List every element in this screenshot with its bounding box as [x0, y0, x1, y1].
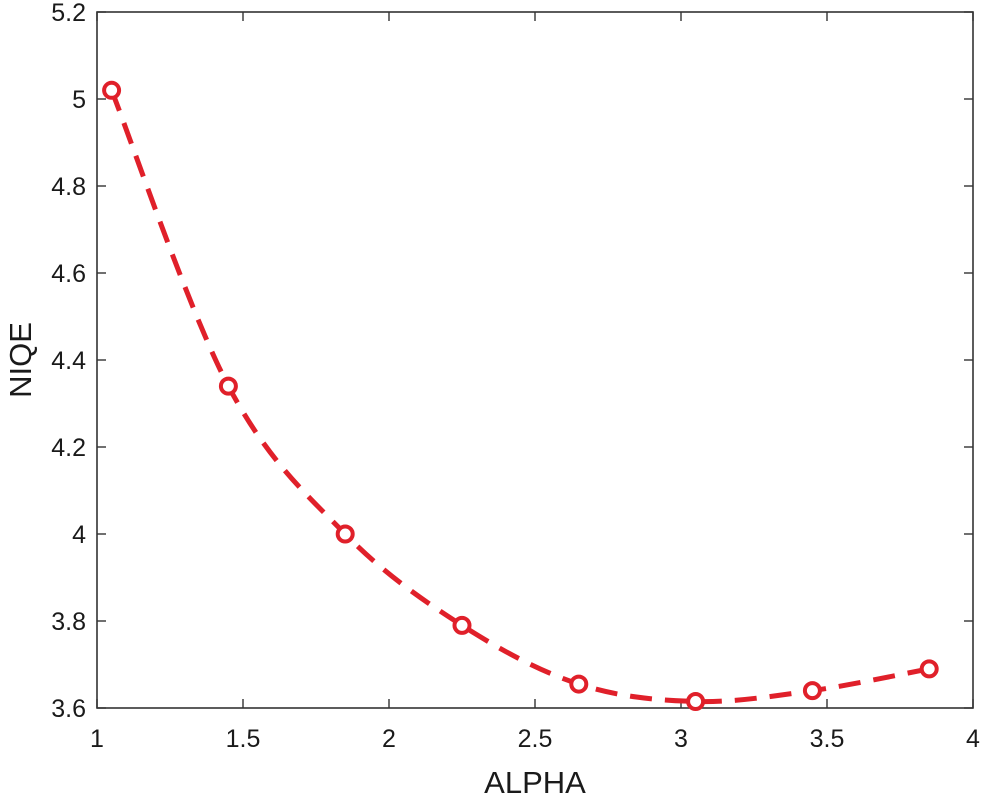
x-tick-label: 3.5: [810, 725, 845, 753]
y-tick-label: 5.2: [51, 0, 86, 27]
y-axis-label: NIQE: [3, 322, 38, 398]
y-tick-label: 4: [72, 521, 86, 549]
x-tick-label: 4: [966, 725, 980, 753]
axis-tick-labels: 1 1.5 2 2.5 3 3.5 4 3.6 3.8 4 4.2 4.4 4.6 4.8 5 5.2: [51, 0, 980, 753]
y-tick-label: 4.2: [51, 434, 86, 462]
data-point: [569, 674, 589, 694]
y-tick-label: 3.6: [51, 695, 86, 723]
series-line: [109, 89, 930, 705]
y-tick-label: 5: [72, 86, 86, 114]
data-point: [452, 615, 472, 635]
data-point: [218, 376, 238, 396]
data-point: [686, 691, 706, 711]
x-tick-label: 3: [674, 725, 688, 753]
data-point: [335, 524, 355, 544]
axis-ticks: [96, 11, 974, 709]
data-point: [802, 681, 822, 701]
plot-area: [96, 11, 974, 709]
y-tick-label: 4.4: [51, 347, 86, 375]
series-layer: [102, 80, 939, 711]
x-tick-label: 2.5: [518, 725, 553, 753]
y-tick-label: 3.8: [51, 608, 86, 636]
x-tick-label: 1: [90, 725, 104, 753]
y-tick-label: 4.6: [51, 260, 86, 288]
x-tick-label: 2: [382, 725, 396, 753]
x-tick-label: 1.5: [226, 725, 261, 753]
data-point: [919, 659, 939, 679]
data-point: [102, 80, 122, 100]
x-axis-label: ALPHA: [484, 765, 586, 800]
y-tick-label: 4.8: [51, 173, 86, 201]
